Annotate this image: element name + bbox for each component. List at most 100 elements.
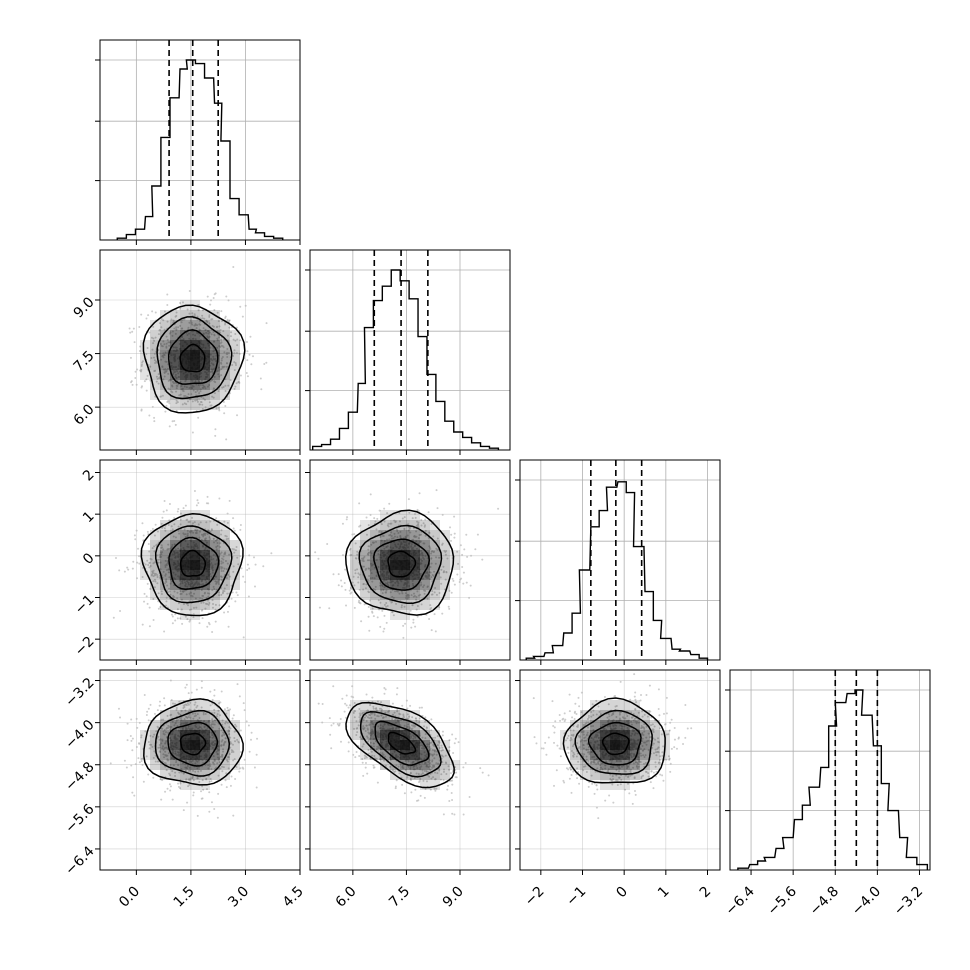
scatter-point: [388, 534, 391, 537]
contour-0: [179, 732, 207, 756]
scatter-point: [210, 768, 213, 771]
density-bin: [140, 340, 150, 350]
scatter-point: [435, 556, 438, 559]
scatter-point: [170, 613, 173, 616]
scatter-point: [248, 554, 251, 557]
panel-2-1: [309, 459, 511, 661]
density-bin: [410, 720, 420, 730]
scatter-point: [363, 555, 366, 558]
scatter-point: [227, 299, 230, 302]
scatter-point: [164, 790, 167, 793]
scatter-point: [180, 321, 183, 324]
scatter-point: [233, 737, 236, 740]
scatter-point: [418, 781, 421, 784]
scatter-point: [148, 743, 151, 746]
density-bin: [220, 330, 230, 340]
scatter-point: [412, 621, 415, 624]
density-bin: [440, 530, 450, 540]
scatter-point: [232, 338, 235, 341]
scatter-point: [160, 318, 163, 321]
density-bin: [150, 350, 160, 360]
scatter-point: [187, 520, 190, 523]
scatter-point: [362, 588, 365, 591]
density-bin: [150, 570, 160, 580]
scatter-point: [412, 595, 415, 598]
scatter-point: [233, 352, 236, 355]
scatter-point: [164, 762, 167, 765]
scatter-point: [383, 507, 386, 510]
scatter-point: [204, 387, 207, 390]
scatter-point: [361, 559, 364, 562]
scatter-point: [405, 699, 408, 702]
scatter-point: [396, 710, 399, 713]
density-bin: [220, 560, 230, 570]
scatter-point: [191, 712, 194, 715]
scatter-point: [194, 529, 197, 532]
scatter-point: [371, 610, 374, 613]
density-bin: [170, 730, 180, 740]
density-bin: [220, 320, 230, 330]
scatter-point: [210, 333, 213, 336]
scatter-point: [180, 598, 183, 601]
scatter-point: [218, 325, 221, 328]
scatter-point: [367, 548, 370, 551]
scatter-point: [211, 720, 214, 723]
scatter-point: [211, 370, 214, 373]
density-bin: [170, 700, 180, 710]
scatter-point: [162, 352, 165, 355]
scatter-point: [161, 394, 164, 397]
density-bin: [200, 310, 210, 320]
scatter-point: [233, 349, 236, 352]
scatter-point: [235, 326, 238, 329]
scatter-point: [395, 779, 398, 782]
scatter-point: [206, 495, 209, 498]
scatter-point: [220, 740, 223, 743]
scatter-point: [436, 537, 439, 540]
scatter-point: [186, 535, 189, 538]
density-bin: [180, 320, 190, 330]
density-bin: [370, 600, 380, 610]
scatter-point: [159, 568, 162, 571]
scatter-point: [357, 576, 360, 579]
scatter-point: [383, 686, 386, 689]
scatter-point: [175, 708, 178, 711]
scatter-point: [437, 556, 440, 559]
scatter-point: [178, 532, 181, 535]
scatter-point: [406, 594, 409, 597]
scatter-point: [193, 490, 196, 493]
scatter-point: [164, 731, 167, 734]
scatter-point: [160, 718, 163, 721]
scatter-point: [154, 580, 157, 583]
density-bin: [230, 750, 240, 760]
scatter-point: [468, 796, 471, 799]
scatter-point: [412, 724, 415, 727]
density-bin: [420, 520, 430, 530]
scatter-point: [359, 736, 362, 739]
scatter-point: [162, 340, 165, 343]
scatter-point: [227, 537, 230, 540]
density-bin: [420, 550, 430, 560]
scatter-point: [213, 380, 216, 383]
scatter-point: [223, 611, 226, 614]
scatter-point: [227, 625, 230, 628]
scatter-point: [371, 580, 374, 583]
scatter-point: [367, 615, 370, 618]
scatter-point: [161, 745, 164, 748]
scatter-point: [396, 536, 399, 539]
scatter-point: [213, 711, 216, 714]
density-bin: [180, 560, 190, 570]
scatter-point: [137, 547, 140, 550]
scatter-point: [392, 614, 395, 617]
scatter-point: [406, 534, 409, 537]
scatter-point: [414, 513, 417, 516]
scatter-point: [140, 736, 143, 739]
scatter-point: [164, 574, 167, 577]
scatter-point: [376, 745, 379, 748]
scatter-point: [436, 772, 439, 775]
scatter-point: [185, 683, 188, 686]
density-bin: [190, 710, 200, 720]
density-bin: [380, 720, 390, 730]
scatter-point: [186, 400, 189, 403]
density-bin: [210, 360, 220, 370]
scatter-point: [220, 368, 223, 371]
